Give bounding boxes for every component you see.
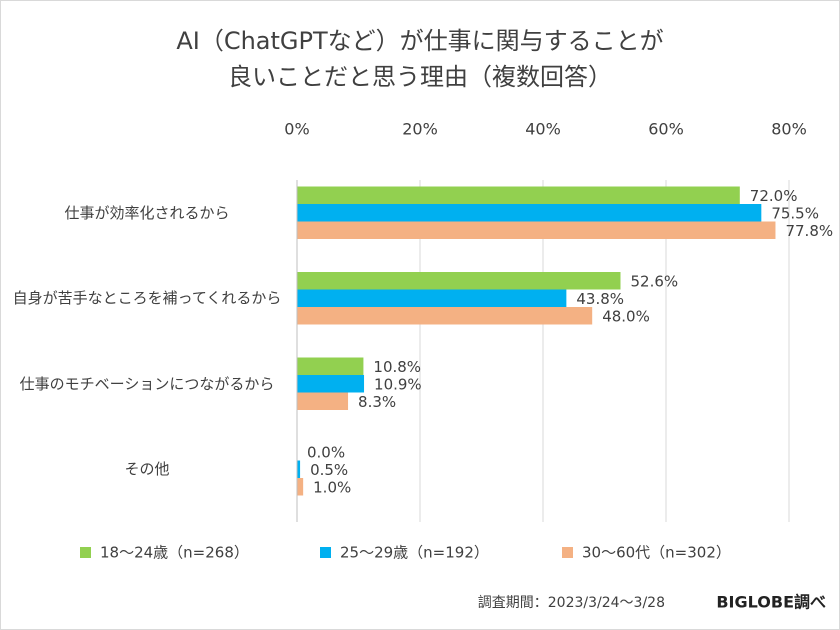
value-label: 77.8% xyxy=(785,222,833,240)
legend-label: 30〜60代（n=302） xyxy=(582,544,731,562)
bar xyxy=(297,272,621,290)
bar xyxy=(297,460,301,478)
legend-label: 18〜24歳（n=268） xyxy=(100,544,249,562)
x-tick-label: 20% xyxy=(402,120,438,139)
x-tick-label: 80% xyxy=(771,120,807,139)
bar xyxy=(297,392,349,410)
legend-label: 25〜29歳（n=192） xyxy=(340,544,489,562)
legend-swatch xyxy=(562,547,573,558)
note: 調査期間：2023/3/24〜3/28 xyxy=(478,595,665,611)
x-tick-label: 60% xyxy=(648,120,684,139)
legend-swatch xyxy=(80,547,91,558)
y-tick-label: 自身が苦手なところを補ってくれるから xyxy=(12,289,282,308)
value-label: 43.8% xyxy=(576,290,624,308)
value-label: 48.0% xyxy=(602,307,650,325)
value-label: 10.8% xyxy=(373,358,421,376)
value-label: 72.0% xyxy=(750,187,798,205)
x-tick-label: 40% xyxy=(525,120,561,139)
value-label: 0.0% xyxy=(307,443,345,461)
value-label: 75.5% xyxy=(771,204,819,222)
y-tick-label: その他 xyxy=(124,460,170,479)
bar xyxy=(297,289,567,307)
value-label: 1.0% xyxy=(313,478,351,496)
bar xyxy=(297,375,365,393)
value-label: 8.3% xyxy=(358,393,396,411)
bar xyxy=(297,357,364,375)
y-tick-label: 仕事のモチベーションにつながるから xyxy=(19,374,275,393)
legend-swatch xyxy=(320,547,331,558)
bar xyxy=(297,221,776,239)
value-label: 10.9% xyxy=(374,375,422,393)
source: BIGLOBE調べ xyxy=(716,593,826,612)
bar xyxy=(297,186,740,204)
value-label: 52.6% xyxy=(630,272,678,290)
y-tick-label: 仕事が効率化されるから xyxy=(64,203,230,222)
value-label: 0.5% xyxy=(310,461,348,479)
x-tick-label: 0% xyxy=(284,120,309,139)
chart-title: 良いことだと思う理由（複数回答） xyxy=(228,63,612,91)
bar xyxy=(297,478,304,496)
chart-title: AI（ChatGPTなど）が仕事に関与することが xyxy=(176,27,663,55)
bar xyxy=(297,307,593,325)
bar xyxy=(297,204,762,222)
